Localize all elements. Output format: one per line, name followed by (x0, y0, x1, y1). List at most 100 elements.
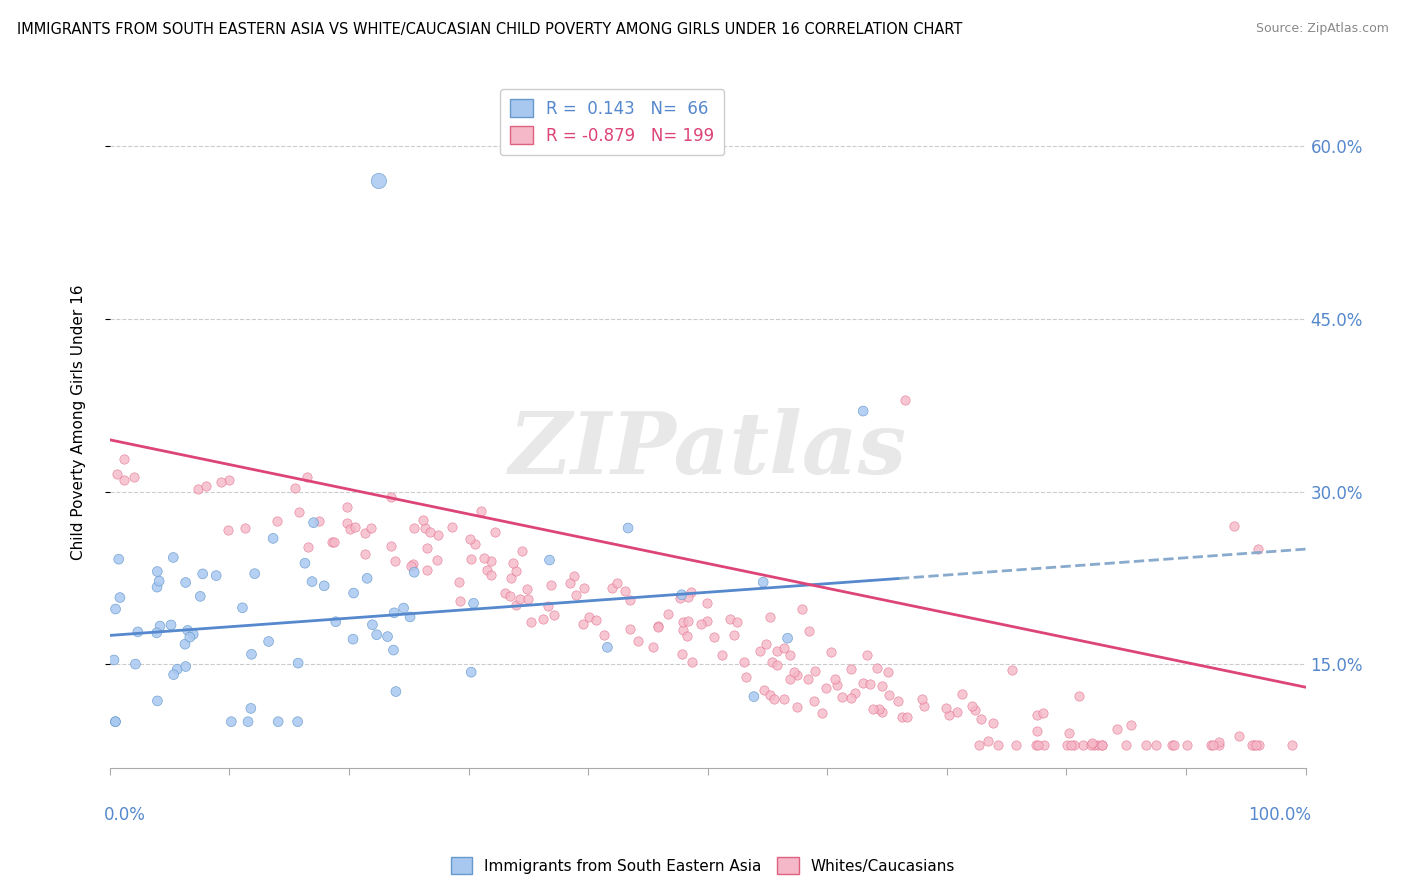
Text: 100.0%: 100.0% (1249, 805, 1312, 823)
Point (257, 634, 280, 648)
Point (484, 525, 506, 540)
Point (733, 655, 755, 669)
Point (1081, 736, 1104, 750)
Point (678, 615, 700, 629)
Point (146, 565, 169, 579)
Point (108, 591, 131, 605)
Point (1087, 738, 1109, 752)
Point (460, 665, 482, 680)
Point (671, 588, 693, 602)
Point (671, 648, 693, 662)
Point (449, 594, 471, 608)
Point (104, 714, 127, 729)
Point (302, 516, 325, 530)
Point (765, 657, 787, 672)
Point (1060, 738, 1083, 752)
Text: 0.0%: 0.0% (104, 805, 146, 823)
Point (725, 615, 748, 629)
Point (217, 524, 239, 538)
Point (195, 479, 218, 493)
Point (866, 661, 889, 675)
Point (641, 640, 664, 655)
Point (287, 714, 309, 729)
Point (505, 564, 527, 578)
Point (596, 640, 619, 655)
Point (856, 648, 879, 663)
Point (107, 552, 129, 566)
Point (283, 481, 305, 495)
Point (218, 474, 240, 488)
Point (761, 655, 783, 669)
Point (735, 670, 758, 684)
Point (1063, 738, 1085, 752)
Point (779, 672, 801, 686)
Point (755, 637, 778, 651)
Point (181, 627, 204, 641)
Point (415, 541, 437, 555)
Point (380, 490, 402, 504)
Point (574, 581, 596, 595)
Point (839, 690, 862, 705)
Point (104, 602, 127, 616)
Point (392, 601, 415, 615)
Point (852, 404, 875, 418)
Point (572, 617, 595, 632)
Point (399, 610, 422, 624)
Point (963, 703, 986, 717)
Point (723, 627, 745, 641)
Point (385, 684, 408, 698)
Point (776, 632, 799, 646)
Point (112, 473, 135, 487)
Point (325, 615, 347, 629)
Point (831, 690, 853, 705)
Point (987, 738, 1010, 752)
Point (1208, 735, 1230, 749)
Point (295, 470, 318, 484)
Point (499, 590, 522, 604)
Point (166, 662, 188, 676)
Point (440, 519, 463, 533)
Point (606, 576, 628, 591)
Point (308, 515, 330, 529)
Point (427, 528, 450, 542)
Point (1135, 738, 1157, 752)
Point (382, 643, 405, 657)
Point (146, 694, 169, 708)
Point (647, 620, 669, 634)
Point (267, 714, 290, 729)
Point (1026, 723, 1049, 738)
Point (266, 514, 288, 528)
Point (844, 686, 866, 700)
Point (1144, 738, 1167, 752)
Point (145, 625, 167, 640)
Point (967, 738, 990, 752)
Point (361, 617, 384, 632)
Point (814, 681, 837, 695)
Point (820, 645, 842, 659)
Point (1163, 738, 1185, 752)
Point (1091, 738, 1114, 752)
Point (543, 607, 565, 622)
Point (537, 599, 560, 614)
Point (877, 688, 900, 702)
Point (960, 699, 983, 714)
Point (146, 580, 169, 594)
Point (593, 628, 616, 642)
Point (356, 571, 378, 585)
Point (681, 655, 703, 669)
Point (868, 702, 890, 716)
Point (749, 644, 772, 658)
Point (127, 624, 149, 639)
Point (676, 629, 699, 643)
Point (384, 554, 406, 568)
Point (499, 571, 522, 585)
Point (301, 574, 323, 589)
Point (460, 552, 482, 566)
Point (669, 591, 692, 606)
Point (122, 470, 145, 484)
Point (516, 582, 538, 597)
Point (779, 648, 801, 662)
Point (479, 554, 502, 568)
Point (321, 535, 343, 549)
Point (759, 688, 782, 702)
